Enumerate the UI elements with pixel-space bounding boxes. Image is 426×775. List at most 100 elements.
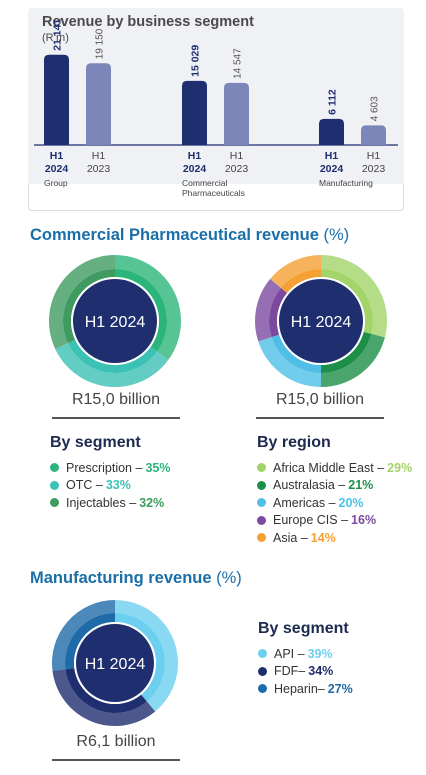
legend-item: Europe CIS –16% [257, 512, 412, 530]
tick-label: 2023 [87, 163, 111, 175]
legend-item: Africa Middle East –29% [257, 459, 412, 477]
legend-percent: 21% [348, 478, 374, 493]
caption-rule [52, 759, 180, 761]
donut-slice-outer [321, 333, 385, 387]
tick-label: H1 [230, 150, 244, 162]
manufacturing-caption: R6,1 billion [76, 733, 156, 750]
legend-swatch [257, 463, 266, 473]
legend-swatch [257, 498, 266, 508]
by-region-heading: By region [257, 434, 331, 451]
legend-swatch [258, 684, 267, 694]
commercial-title-unit: (%) [323, 226, 350, 244]
donut-slice-inner [65, 668, 147, 713]
legend-label: Europe CIS – [273, 513, 349, 528]
bar [86, 63, 111, 145]
legend-item: OTC –33% [50, 477, 170, 495]
donut-slice-inner [269, 287, 288, 338]
legend-label: API – [274, 646, 305, 661]
legend-swatch [50, 498, 59, 508]
tick-label: H1 [92, 150, 106, 162]
legend-swatch [257, 480, 266, 490]
bar-value-label: 4 603 [370, 96, 381, 121]
legend-percent: 34% [308, 664, 334, 679]
commercial-segment-donut: H1 2024 [48, 255, 181, 387]
legend-percent: 29% [387, 460, 413, 475]
region-legend: Africa Middle East –29% Australasia –21% A… [257, 459, 412, 547]
bar [224, 82, 249, 145]
legend-percent: 16% [351, 513, 377, 528]
group-label: Manufacturing [319, 178, 373, 188]
donut-slice-outer [270, 255, 321, 288]
commercial-section-title: Commercial Pharmaceutical revenue (%) [30, 226, 349, 245]
group-label: Commercial [182, 178, 227, 188]
legend-item: Injectables –32% [50, 494, 170, 512]
manufacturing-title-text: Manufacturing revenue [30, 569, 212, 587]
commercial-region-caption: R15,0 billion [275, 391, 365, 408]
donut-slice-outer [52, 600, 115, 671]
manufacturing-title-unit: (%) [216, 569, 242, 587]
legend-percent: 14% [310, 530, 336, 545]
donut-center-label: H1 2024 [85, 314, 146, 331]
group-label: Group [44, 178, 68, 188]
legend-label: Heparin– [274, 681, 325, 696]
donut-slice-outer [52, 669, 156, 726]
legend-swatch [257, 533, 266, 543]
donut-slice-inner [321, 331, 372, 373]
donut-slice-outer [55, 343, 169, 387]
legend-swatch [50, 463, 59, 473]
donut-slice-inner [67, 339, 158, 373]
legend-item: FDF– 34% [258, 663, 353, 681]
legend-swatch [257, 515, 266, 525]
donut-slice-inner [65, 613, 115, 670]
donut-slice-outer [321, 255, 387, 338]
donut-slice-outer [115, 600, 179, 712]
donut-slice-outer [48, 255, 115, 350]
tick-label: 2024 [183, 163, 207, 175]
donut-slice-outer [255, 278, 281, 342]
manufacturing-by-segment-heading: By segment [258, 620, 349, 637]
legend-label: FDF– [274, 664, 306, 679]
donut-center-label: H1 2024 [85, 656, 146, 673]
tick-label: 2024 [320, 163, 344, 175]
bar [361, 125, 386, 145]
donut-slice-inner [115, 269, 168, 352]
legend-percent: 32% [139, 495, 165, 510]
legend-label: Prescription – [66, 460, 143, 475]
legend-item: Asia –14% [257, 529, 412, 547]
manufacturing-legend: API –39% FDF– 34% Heparin– 27% [258, 645, 353, 698]
donut-slice-outer [258, 337, 321, 387]
legend-percent: 33% [105, 478, 131, 493]
legend-percent: 39% [307, 646, 333, 661]
bar-value-label: 15 029 [190, 45, 202, 77]
bar [182, 80, 207, 145]
segment-revenue-panel: Revenue by business segment (R’m) 21 141… [28, 8, 404, 211]
legend-label: Asia – [273, 530, 308, 545]
segment-panel-unit: (R’m) [42, 32, 69, 44]
bar-value-label: 14 547 [233, 48, 244, 79]
tick-label: H1 [367, 150, 381, 162]
caption-rule [52, 417, 180, 419]
donut-slice-inner [62, 269, 115, 344]
tick-label: H1 [325, 150, 339, 162]
donut-center [76, 624, 154, 702]
tick-label: 2023 [362, 163, 386, 175]
manufacturing-donut: H1 2024 [52, 600, 179, 726]
legend-percent: 35% [145, 460, 171, 475]
tick-label: 2023 [225, 163, 249, 175]
donut-center-label: H1 2024 [291, 314, 352, 331]
tick-label: H1 [188, 150, 202, 162]
segment-legend: Prescription –35% OTC –33% Injectables –32… [50, 459, 170, 512]
segment-panel-title: Revenue by business segment [42, 14, 254, 30]
legend-percent: 27% [327, 681, 353, 696]
bar-value-label: 19 150 [95, 28, 106, 59]
caption-rule [256, 417, 384, 419]
legend-item: API –39% [258, 645, 353, 663]
legend-swatch [50, 480, 59, 490]
donut-slice-inner [115, 613, 165, 702]
legend-percent: 20% [338, 495, 364, 510]
donut-slice-inner [271, 334, 321, 373]
panel-footer [28, 184, 404, 211]
legend-label: Americas – [273, 495, 336, 510]
by-segment-heading: By segment [50, 434, 141, 451]
group-label: Pharmaceuticals [182, 188, 245, 198]
